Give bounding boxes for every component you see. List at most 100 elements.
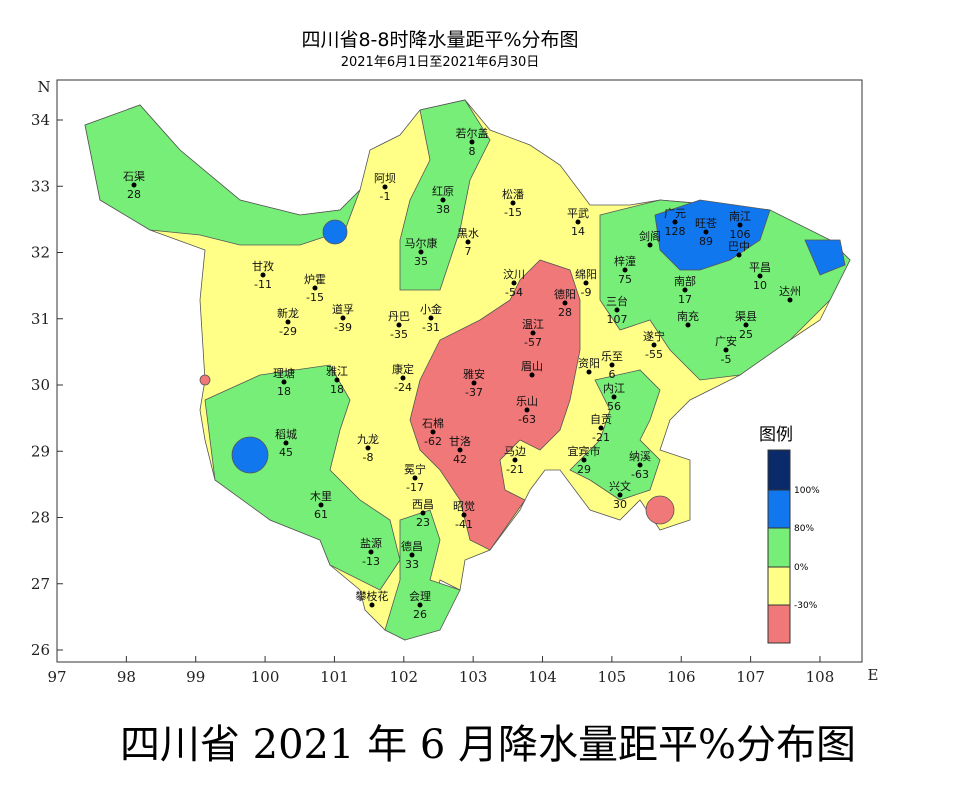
x-tick-label: 100	[251, 668, 280, 686]
station-value: 35	[414, 255, 428, 268]
green-region	[399, 99, 491, 291]
station-dot	[340, 315, 346, 321]
station-name: 南江	[729, 210, 751, 223]
station-dot	[131, 182, 137, 188]
station-value: 23	[416, 516, 430, 529]
station-name: 红原	[432, 185, 454, 198]
station-name: 雅江	[326, 364, 348, 378]
station-dot	[430, 429, 436, 435]
station-name: 达州	[779, 285, 801, 298]
y-tick-label: 29	[31, 442, 50, 460]
station-dot	[562, 300, 568, 306]
station-name: 若尔盖	[456, 126, 489, 140]
station-value: -5	[721, 353, 732, 366]
station-value: 42	[453, 453, 467, 466]
legend-label: 80%	[794, 524, 814, 534]
station-name: 石棉	[422, 416, 444, 430]
station-name: 兴文	[609, 479, 631, 493]
legend-label: 100%	[794, 486, 820, 496]
x-tick-label: 106	[667, 668, 696, 686]
x-tick-label: 108	[806, 668, 835, 686]
station-value: -8	[363, 451, 374, 464]
station-name: 德昌	[401, 539, 423, 553]
station-dot	[723, 347, 729, 353]
station-name: 平武	[567, 207, 589, 220]
station-dot	[382, 184, 388, 190]
y-axis-label: N	[37, 78, 50, 96]
station-dot	[409, 552, 415, 558]
station-value: -9	[581, 286, 592, 299]
station-value: -11	[254, 278, 272, 291]
station-dot	[703, 229, 709, 235]
station-value: 30	[613, 498, 627, 511]
y-tick-label: 34	[31, 111, 50, 129]
station-dot	[617, 492, 623, 498]
station-value: 45	[279, 446, 293, 459]
y-tick-label: 33	[31, 177, 50, 195]
station-dot	[614, 307, 620, 313]
station-value: 26	[413, 608, 427, 621]
station-value: 6	[609, 368, 616, 381]
station-dot	[400, 375, 406, 381]
station-dot	[672, 219, 678, 225]
station-name: 雅安	[463, 367, 485, 381]
station-name: 广元	[664, 207, 686, 220]
station-name: 纳溪	[629, 450, 651, 463]
green-region	[204, 364, 401, 591]
station-name: 平昌	[749, 261, 771, 274]
x-tick-label: 105	[598, 668, 627, 686]
station-name: 剑阁	[639, 229, 661, 243]
station-dot	[285, 319, 291, 325]
station-name: 宜宾市	[568, 444, 601, 458]
station-value: 14	[571, 225, 585, 238]
legend-swatch	[767, 489, 791, 529]
station-dot	[471, 380, 477, 386]
blue-region	[322, 219, 348, 245]
station-value: 8	[469, 145, 476, 158]
station-name: 木里	[310, 490, 332, 503]
station-dot	[737, 222, 743, 228]
station-dot	[647, 242, 653, 248]
station-dot	[318, 502, 324, 508]
station-name: 新龙	[277, 306, 299, 320]
station-value: -21	[506, 463, 524, 476]
station-value: 25	[739, 328, 753, 341]
red-region	[409, 259, 581, 551]
station-dot	[511, 280, 517, 286]
legend-swatch	[767, 527, 791, 568]
station-name: 眉山	[521, 360, 543, 373]
station-name: 遂宁	[643, 329, 665, 343]
station-name: 南充	[677, 309, 699, 323]
station-name: 石渠	[123, 170, 145, 183]
station-value: -35	[390, 328, 408, 341]
station-dot	[428, 315, 434, 321]
station-dot	[682, 287, 688, 293]
station-value: 18	[277, 385, 291, 398]
station-name: 会理	[409, 590, 431, 603]
x-tick-label: 98	[117, 668, 136, 686]
blue-region	[804, 239, 846, 276]
station-name: 广安	[715, 334, 737, 348]
station-name: 南部	[674, 274, 696, 288]
legend-label: 0%	[794, 563, 809, 573]
y-tick-label: 31	[31, 310, 50, 328]
station-dot	[787, 297, 793, 303]
station-dot	[260, 272, 266, 278]
station-value: -63	[631, 468, 649, 481]
x-tick-label: 103	[459, 668, 488, 686]
station-value: -37	[465, 386, 483, 399]
station-name: 阿坝	[374, 171, 396, 185]
station-dot	[609, 362, 615, 368]
station-dot	[637, 462, 643, 468]
caption: 四川省 2021 年 6 月降水量距平%分布图	[120, 722, 856, 768]
station-name: 黑水	[457, 227, 479, 240]
red-region	[645, 495, 675, 525]
x-axis-label: E	[868, 666, 879, 684]
station-dot	[461, 512, 467, 518]
blue-region	[654, 199, 771, 271]
station-value: -54	[505, 286, 523, 299]
station-dot	[736, 252, 742, 258]
station-dot	[581, 457, 587, 463]
station-dot	[281, 379, 287, 385]
